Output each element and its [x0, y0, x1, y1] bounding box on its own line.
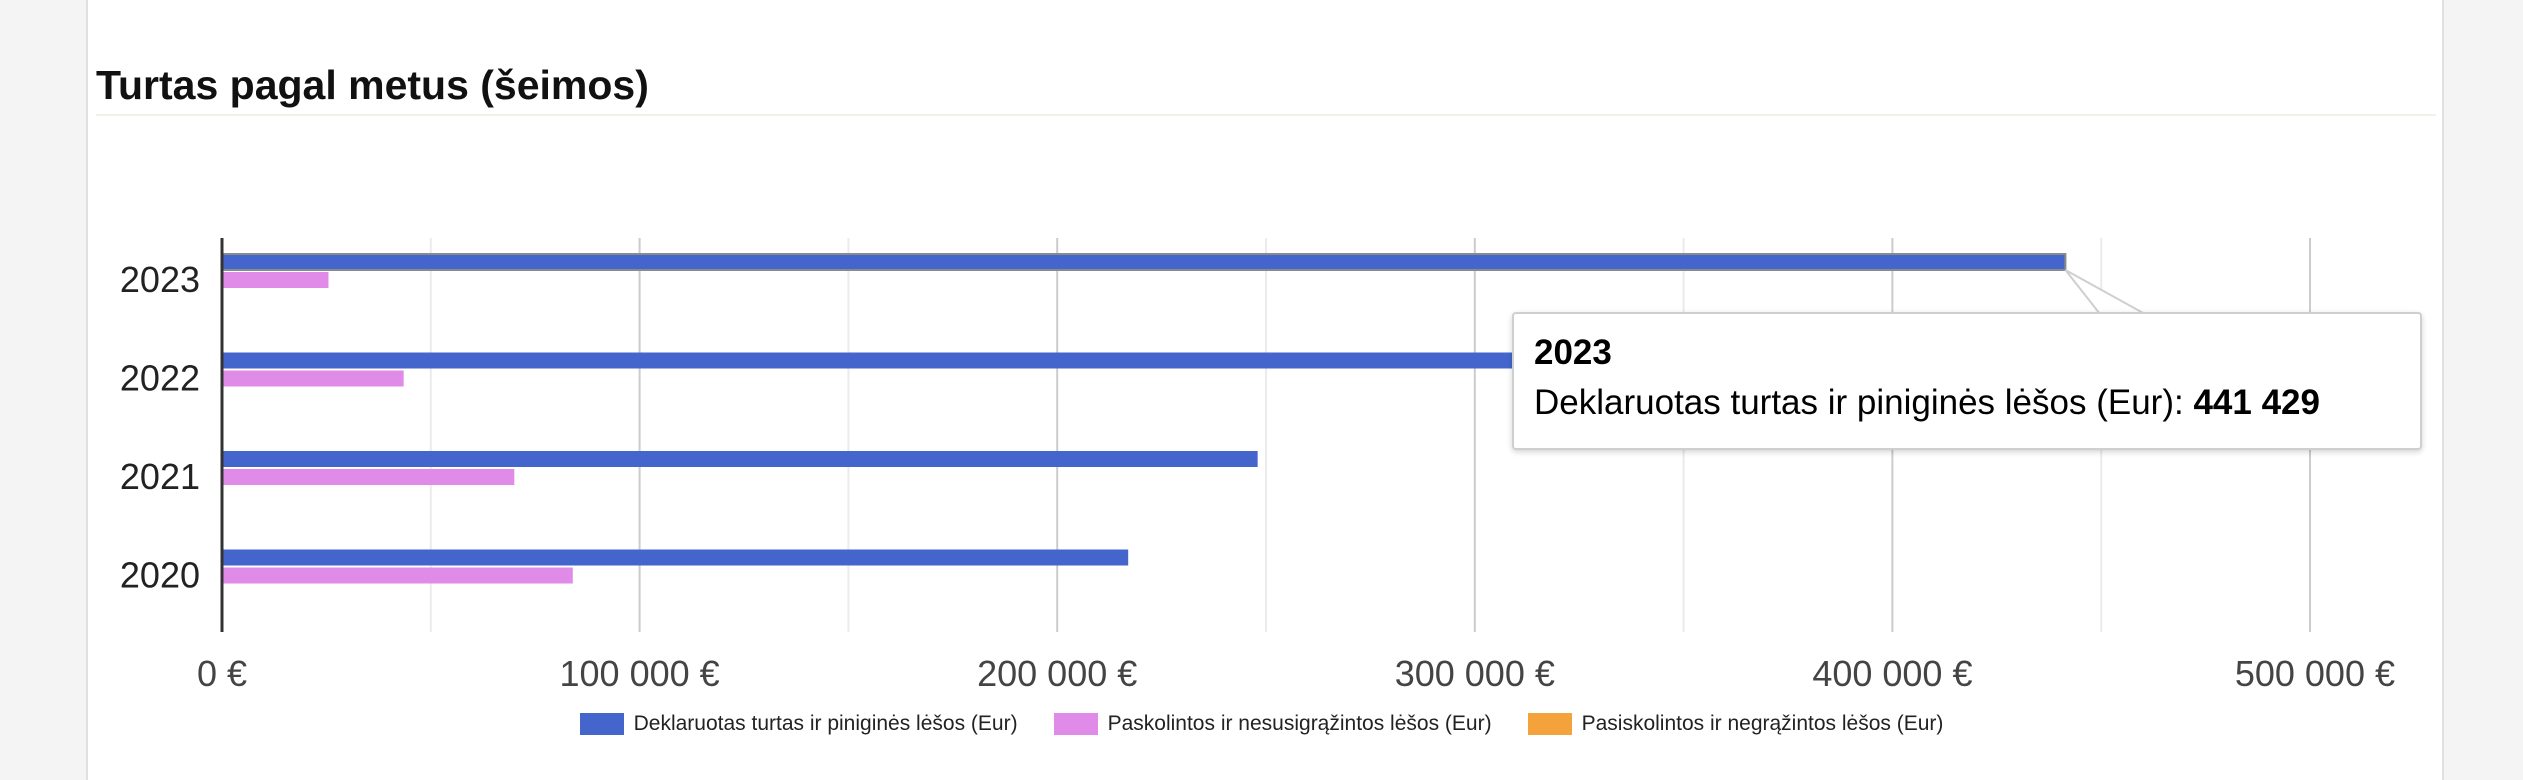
- chart-title: Turtas pagal metus (šeimos): [96, 62, 649, 108]
- bar: [222, 370, 404, 387]
- x-tick-label: 100 000 €: [560, 653, 720, 694]
- legend-item[interactable]: Pasiskolintos ir negrąžintos lėšos (Eur): [1527, 712, 1944, 736]
- tooltip-title: 2023: [1534, 333, 1612, 372]
- tooltip-pointer: [2064, 269, 2146, 315]
- legend-item[interactable]: Deklaruotas turtas ir piniginės lėšos (E…: [579, 712, 1018, 736]
- legend-swatch: [1053, 713, 1098, 735]
- legend-label: Pasiskolintos ir negrąžintos lėšos (Eur): [1581, 712, 1944, 735]
- x-tick-label: 200 000 €: [977, 653, 1137, 694]
- tooltip-label: Deklaruotas turtas ir piniginės lėšos (E…: [1534, 383, 2184, 422]
- bar: [222, 549, 1129, 566]
- legend-label: Paskolintos ir nesusigrąžintos lėšos (Eu…: [1107, 712, 1492, 735]
- bar: [222, 272, 329, 288]
- bar: [222, 567, 573, 584]
- y-tick-label: 2021: [120, 456, 200, 497]
- y-tick-label: 2022: [120, 358, 200, 399]
- chart-tooltip: 2023 Deklaruotas turtas ir piniginės lėš…: [1512, 312, 2422, 450]
- legend-swatch: [579, 713, 624, 735]
- title-divider: [96, 114, 2436, 116]
- x-tick-label: 400 000 €: [1812, 653, 1972, 694]
- legend-swatch: [1527, 713, 1572, 735]
- legend-label: Deklaruotas turtas ir piniginės lėšos (E…: [633, 712, 1018, 735]
- x-tick-label: 300 000 €: [1395, 653, 1555, 694]
- bar: [222, 352, 1517, 369]
- tooltip-line: Deklaruotas turtas ir piniginės lėšos (E…: [1534, 378, 2400, 428]
- bar: [222, 451, 1258, 467]
- y-tick-label: 2023: [120, 259, 200, 300]
- x-tick-label: 0 €: [197, 653, 247, 694]
- chart-legend: Deklaruotas turtas ir piniginės lėšos (E…: [0, 712, 2523, 736]
- bar: [222, 469, 515, 485]
- x-tick-label: 500 000 €: [2235, 653, 2395, 694]
- bar-chart: 2023 2022 2021 2020 0 € 100 000 € 200 000 € 300…: [120, 238, 2395, 694]
- legend-item[interactable]: Paskolintos ir nesusigrąžintos lėšos (Eu…: [1053, 712, 1492, 736]
- bar: [221, 253, 2067, 271]
- y-tick-label: 2020: [120, 555, 200, 596]
- tooltip-value: 441 429: [2193, 383, 2320, 422]
